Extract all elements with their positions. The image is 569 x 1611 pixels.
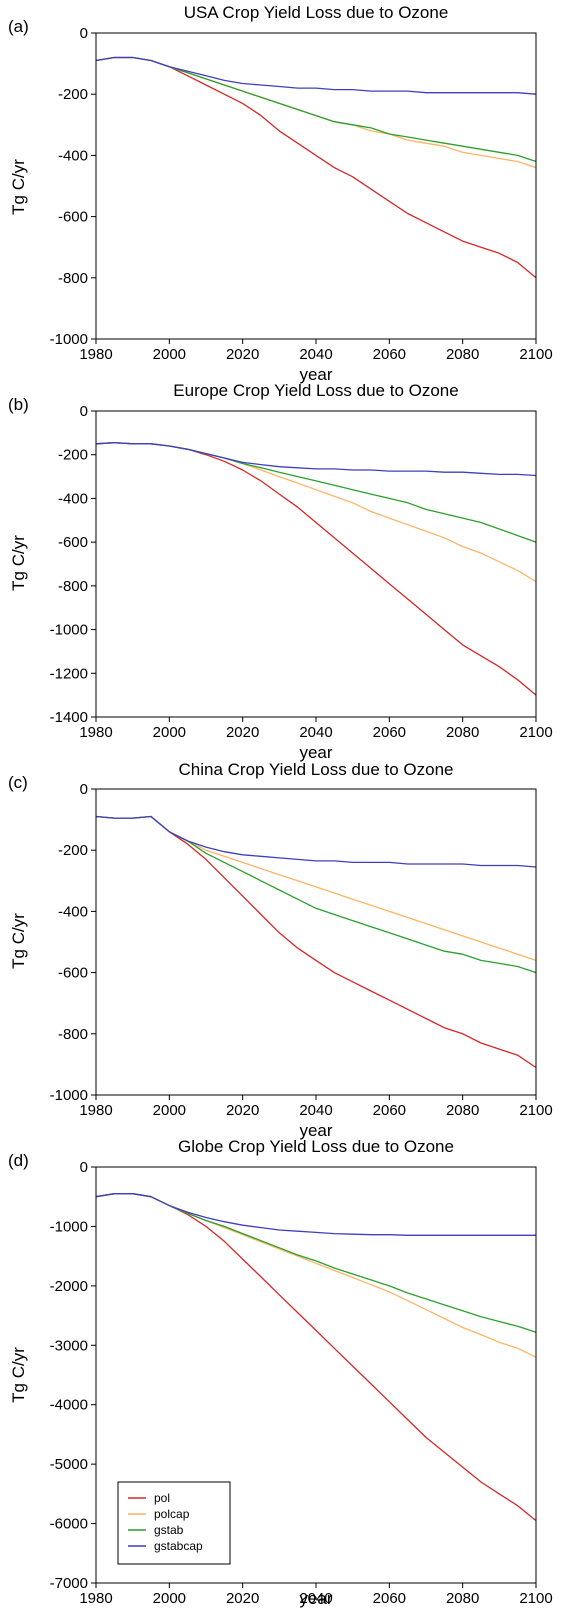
series-line-gstabcap — [95, 815, 537, 868]
y-axis-label: Tg C/yr — [9, 159, 28, 215]
y-tick-label: -5000 — [50, 1456, 88, 1473]
chart-panel-c: (c) China Crop Yield Loss due to Ozone T… — [8, 760, 553, 1140]
y-tick-label: -4000 — [50, 1397, 88, 1414]
chart-panel-b: (b) Europe Crop Yield Loss due to Ozone … — [8, 381, 553, 762]
legend: pol polcap gstab gstabcap — [117, 1481, 231, 1565]
x-tick-label: 1980 — [79, 346, 112, 363]
y-tick-label: -600 — [58, 965, 88, 982]
x-tick-label: 2100 — [519, 1102, 552, 1119]
panel-label: (c) — [8, 773, 28, 792]
y-tick-label: 0 — [80, 25, 88, 42]
x-tick-label: 2100 — [519, 1590, 552, 1607]
y-axis-label: Tg C/yr — [9, 535, 28, 591]
x-tick-label: 1980 — [79, 1102, 112, 1119]
y-tick-label: -1200 — [50, 665, 88, 682]
x-tick-label: 2060 — [373, 1102, 406, 1119]
chart-title: USA Crop Yield Loss due to Ozone — [184, 3, 449, 22]
chart-title: China Crop Yield Loss due to Ozone — [178, 760, 453, 779]
y-tick-label: -800 — [58, 270, 88, 287]
x-tick-label: 2060 — [373, 724, 406, 741]
y-tick-label: -1000 — [50, 1218, 88, 1235]
legend-label-polcap: polcap — [154, 1507, 190, 1521]
plot-area: 0 -1000 -2000 -3000 -4000 -5000 -6000 -70001980… — [50, 1159, 553, 1607]
x-tick-label: 2040 — [299, 1102, 332, 1119]
panel-label: (a) — [8, 17, 29, 36]
y-tick-label: 0 — [80, 403, 88, 420]
y-tick-label: -200 — [58, 86, 88, 103]
x-tick-label: 2080 — [446, 1590, 479, 1607]
x-tick-label: 2020 — [226, 346, 259, 363]
legend-label-gstab: gstab — [154, 1523, 184, 1537]
y-tick-label: -400 — [58, 147, 88, 164]
x-tick-label: 2100 — [519, 724, 552, 741]
series-line-gstabcap — [95, 1193, 536, 1236]
y-tick-label: -1000 — [50, 1087, 88, 1104]
chart-panel-a: (a) USA Crop Yield Loss due to Ozone Tg … — [8, 3, 553, 384]
y-tick-label: -400 — [58, 490, 88, 507]
x-tick-label: 1980 — [79, 724, 112, 741]
y-tick-label: -400 — [58, 903, 88, 920]
chart-title: Globe Crop Yield Loss due to Ozone — [178, 1137, 454, 1156]
x-tick-label: 2000 — [153, 1590, 186, 1607]
x-tick-label: 2000 — [153, 346, 186, 363]
y-tick-label: -3000 — [50, 1337, 88, 1354]
y-tick-label: 0 — [80, 781, 88, 798]
y-axis-label: Tg C/yr — [9, 913, 28, 969]
x-axis-label: year — [299, 1121, 332, 1140]
x-tick-label: 2040 — [299, 346, 332, 363]
x-axis-label: year — [299, 743, 332, 762]
y-tick-label: -800 — [58, 1026, 88, 1043]
panel-label: (d) — [8, 1151, 29, 1170]
x-tick-label: 2040 — [299, 1590, 332, 1607]
x-tick-label: 2020 — [226, 724, 259, 741]
x-tick-label: 2060 — [373, 346, 406, 363]
x-tick-label: 2040 — [299, 724, 332, 741]
legend-label-gstabcap: gstabcap — [154, 1539, 203, 1553]
y-tick-label: -600 — [58, 534, 88, 551]
chart-title: Europe Crop Yield Loss due to Ozone — [173, 381, 458, 400]
y-axis-label: Tg C/yr — [9, 1347, 28, 1403]
x-tick-label: 2060 — [373, 1590, 406, 1607]
y-tick-label: 0 — [80, 1159, 88, 1176]
y-tick-label: -600 — [58, 209, 88, 226]
y-tick-label: -200 — [58, 842, 88, 859]
x-tick-label: 2080 — [446, 1102, 479, 1119]
y-tick-label: -200 — [58, 447, 88, 464]
y-tick-label: -800 — [58, 578, 88, 595]
x-tick-label: 2020 — [226, 1102, 259, 1119]
y-tick-label: -6000 — [50, 1516, 88, 1533]
y-tick-label: -2000 — [50, 1278, 88, 1295]
x-tick-label: 2000 — [153, 724, 186, 741]
legend-box — [117, 1481, 231, 1565]
y-tick-label: -1400 — [50, 709, 88, 726]
x-axis-label: year — [299, 365, 332, 384]
chart-panel-d: (d) Globe Crop Yield Loss due to Ozone T… — [8, 1137, 553, 1608]
y-tick-label: -1000 — [50, 331, 88, 348]
x-axis-label: year — [299, 1589, 332, 1608]
panel-label: (b) — [8, 395, 29, 414]
x-tick-label: 2080 — [446, 724, 479, 741]
x-tick-label: 2000 — [153, 1102, 186, 1119]
x-tick-label: 2080 — [446, 346, 479, 363]
series-line-gstabcap — [95, 442, 537, 477]
legend-label-pol: pol — [154, 1491, 170, 1505]
x-tick-label: 2020 — [226, 1590, 259, 1607]
y-tick-label: -1000 — [50, 622, 88, 639]
x-tick-label: 2100 — [519, 346, 552, 363]
x-tick-label: 1980 — [79, 1590, 112, 1607]
y-tick-label: -7000 — [50, 1575, 88, 1592]
series-line-gstabcap — [95, 56, 537, 95]
